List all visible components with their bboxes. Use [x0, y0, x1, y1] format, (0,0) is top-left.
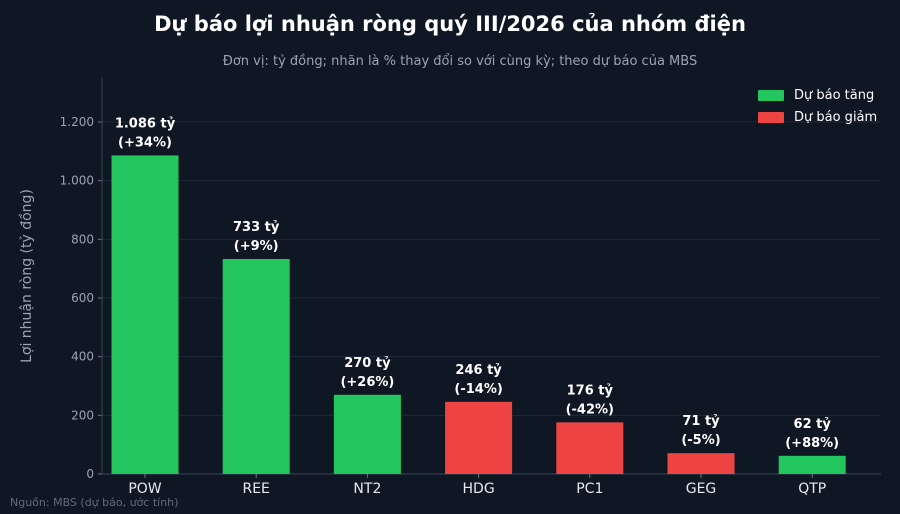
chart-subtitle: Đơn vị: tỷ đồng; nhãn là % thay đổi so v… [222, 54, 698, 69]
bar-pow [111, 155, 179, 474]
bar-nt2 [333, 394, 401, 474]
bar-change-label: (-14%) [454, 382, 502, 397]
legend-label-decrease: Dự báo giảm [794, 109, 878, 125]
y-axis-label: Lợi nhuận ròng (tỷ đồng) [18, 189, 35, 363]
bar-change-label: (+88%) [785, 436, 839, 451]
y-tick-label: 400 [71, 350, 94, 364]
bar-change-label: (+9%) [234, 239, 279, 254]
y-tick-label: 600 [71, 291, 94, 305]
bar-value-label: 246 tỷ [455, 363, 502, 378]
x-tick-label: POW [128, 481, 161, 497]
x-tick-label: HDG [463, 481, 495, 497]
bar-pc1 [556, 422, 624, 474]
bar-geg [667, 453, 735, 474]
bar-value-label: 176 tỷ [567, 383, 614, 398]
bar-qtp [778, 455, 846, 474]
legend-item-decrease: Dự báo giảm [758, 106, 877, 128]
bar-ree [222, 258, 290, 474]
bar-value-label: 62 tỷ [794, 417, 832, 432]
x-tick-label: PC1 [576, 481, 603, 497]
x-tick-label: QTP [798, 481, 826, 497]
legend-swatch-decrease [758, 111, 784, 123]
bar-value-label: 733 tỷ [233, 220, 280, 235]
chart-title: Dự báo lợi nhuận ròng quý III/2026 của n… [154, 12, 746, 36]
legend: Dự báo tăng Dự báo giảm [758, 84, 877, 128]
legend-item-increase: Dự báo tăng [758, 84, 877, 106]
bar-hdg [445, 401, 513, 474]
bar-change-label: (+34%) [118, 135, 172, 150]
y-tick-label: 1.000 [60, 174, 94, 188]
x-tick-label: GEG [686, 481, 717, 497]
y-tick-label: 800 [71, 232, 94, 246]
bar-change-label: (-5%) [681, 433, 720, 448]
y-tick-label: 1.200 [60, 115, 94, 129]
bar-value-label: 71 tỷ [682, 414, 720, 429]
x-tick-label: NT2 [353, 481, 381, 497]
bar-value-label: 1.086 tỷ [115, 116, 176, 131]
legend-swatch-increase [758, 89, 784, 101]
x-tick-label: REE [242, 481, 269, 497]
bar-change-label: (+26%) [340, 375, 394, 390]
y-tick-label: 200 [71, 408, 94, 422]
bar-value-label: 270 tỷ [344, 356, 391, 371]
y-tick-label: 0 [86, 467, 94, 481]
legend-label-increase: Dự báo tăng [794, 87, 875, 103]
bar-change-label: (-42%) [566, 402, 614, 417]
source-note: Nguồn: MBS (dự báo, ước tính) [10, 496, 179, 509]
